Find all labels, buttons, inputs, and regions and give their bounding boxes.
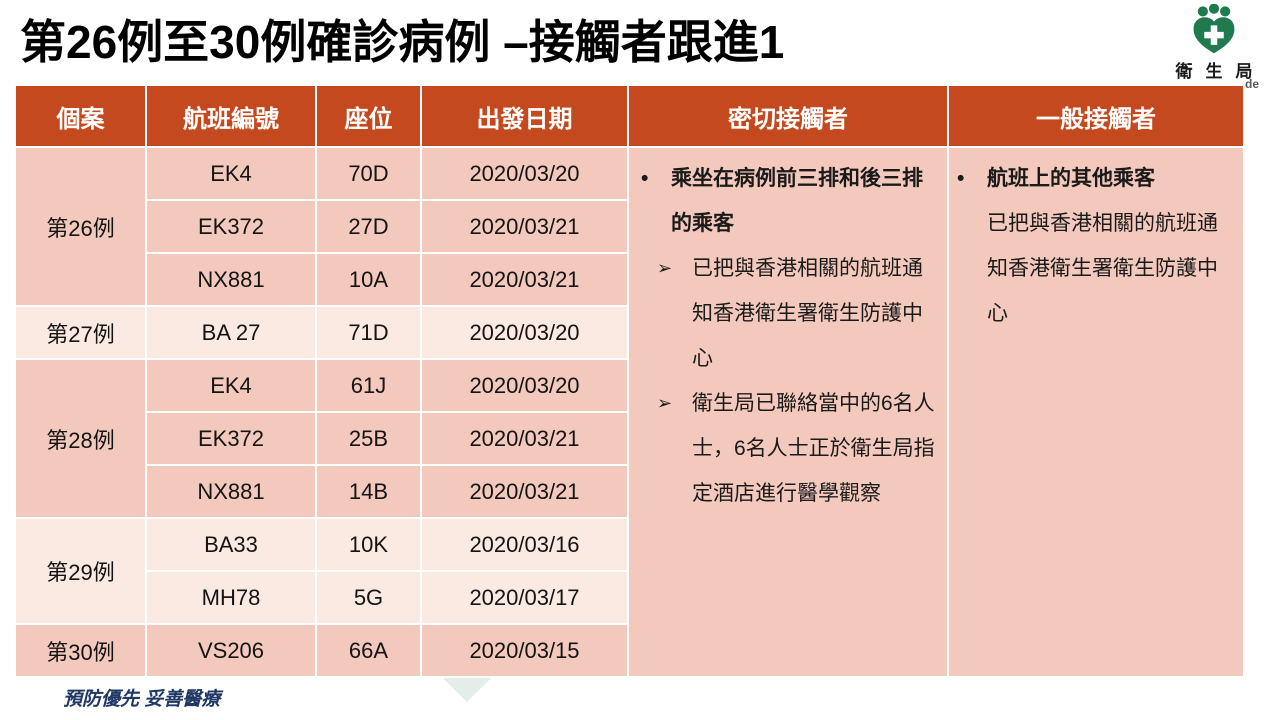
date-cell: 2020/03/21 — [420, 411, 629, 466]
health-bureau-logo: 衛生局 — [1158, 4, 1270, 82]
heart-cross-logo-icon — [1193, 4, 1235, 54]
seat-cell: 70D — [315, 146, 422, 201]
arrow-bullet-icon: ➢ — [657, 393, 673, 413]
flight-cell: EK4 — [145, 146, 317, 201]
general-contacts-bullet-item: • 航班上的其他乘客 — [949, 156, 1235, 201]
close-contacts-cell: • 乘坐在病例前三排和後三排的乘客 ➢ 已把與香港相關的航班通知香港衛生署衛生防… — [627, 146, 949, 678]
date-cell: 2020/03/20 — [420, 305, 629, 360]
date-cell: 2020/03/16 — [420, 517, 629, 572]
logo-partial-text: de — [1245, 77, 1260, 91]
flight-cell: NX881 — [145, 252, 317, 307]
case-label-cell: 第26例 — [14, 146, 147, 307]
flight-cell: BA 27 — [145, 305, 317, 360]
header-general-contacts: 一般接觸者 — [947, 84, 1245, 148]
case-label-cell: 第28例 — [14, 358, 147, 519]
date-cell: 2020/03/15 — [420, 623, 629, 678]
general-contacts-cell: • 航班上的其他乘客 已把與香港相關的航班通知香港衛生署衛生防護中心 — [947, 146, 1245, 678]
seat-cell: 10K — [315, 517, 422, 572]
table-row: 第30例 VS206 66A 2020/03/15 — [14, 623, 1244, 678]
case-label-cell: 第30例 — [14, 623, 147, 678]
case-label-cell: 第27例 — [14, 305, 147, 360]
bullet-icon: • — [957, 167, 965, 190]
date-cell: 2020/03/21 — [420, 464, 629, 519]
table-row: MH78 5G 2020/03/17 — [15, 570, 1244, 625]
date-cell: 2020/03/20 — [420, 358, 629, 413]
close-contacts-arrow-text: 已把與香港相關的航班通知香港衛生署衛生防護中心 — [692, 257, 923, 370]
flight-cell: BA33 — [145, 517, 317, 572]
table-row: 第27例 BA 27 71D 2020/03/20 — [14, 305, 1244, 360]
close-contacts-arrow-item: ➢ 衛生局已聯絡當中的6名人士，6名人士正於衛生局指定酒店進行醫學觀察 — [629, 381, 939, 516]
general-contacts-bullet-text: 航班上的其他乘客 — [987, 167, 1155, 190]
seat-cell: 25B — [315, 411, 422, 466]
arrow-bullet-icon: ➢ — [657, 258, 673, 278]
contact-tracing-table: 個案 航班編號 座位 出發日期 密切接觸者 一般接觸者 第26例 EK4 70D… — [14, 84, 1245, 678]
table-row: NX881 10A 2020/03/21 — [15, 252, 1244, 307]
seat-cell: 27D — [315, 199, 422, 254]
header-seat: 座位 — [315, 84, 422, 148]
seat-cell: 10A — [315, 252, 422, 307]
header-close-contacts: 密切接觸者 — [627, 84, 949, 148]
case-label-cell: 第29例 — [14, 517, 147, 625]
close-contacts-arrow-text: 衛生局已聯絡當中的6名人士，6名人士正於衛生局指定酒店進行醫學觀察 — [692, 392, 935, 505]
flight-cell: MH78 — [145, 570, 317, 625]
flight-cell: EK372 — [145, 199, 317, 254]
date-cell: 2020/03/17 — [420, 570, 629, 625]
page-title: 第26例至30例確診病例 –接觸者跟進1 — [20, 16, 785, 68]
date-cell: 2020/03/21 — [420, 252, 629, 307]
table-row: NX881 14B 2020/03/21 — [15, 464, 1244, 519]
table-row: 第29例 BA33 10K 2020/03/16 — [14, 517, 1244, 625]
flight-cell: NX881 — [145, 464, 317, 519]
table-row: 第26例 EK4 70D 2020/03/20 • 乘坐在病例前三排和後三排的乘… — [14, 146, 1245, 678]
close-contacts-bullet-text: 乘坐在病例前三排和後三排的乘客 — [671, 167, 923, 235]
flight-cell: EK372 — [145, 411, 317, 466]
header-date: 出發日期 — [420, 84, 629, 148]
logo-org-name: 衛生局 — [1175, 62, 1266, 81]
close-contacts-bullet-item: • 乘坐在病例前三排和後三排的乘客 — [629, 156, 939, 246]
close-contacts-arrow-item: ➢ 已把與香港相關的航班通知香港衛生署衛生防護中心 — [629, 246, 939, 381]
bullet-icon: • — [641, 167, 649, 190]
footer-slogan: 預防優先 妥善醫療 — [63, 689, 221, 710]
seat-cell: 71D — [315, 305, 422, 360]
header-case: 個案 — [14, 84, 147, 148]
table-row: EK372 25B 2020/03/21 — [15, 411, 1244, 466]
date-cell: 2020/03/20 — [420, 146, 629, 201]
table-header-row: 個案 航班編號 座位 出發日期 密切接觸者 一般接觸者 — [14, 84, 1245, 148]
date-cell: 2020/03/21 — [420, 199, 629, 254]
table-row: EK372 27D 2020/03/21 — [15, 199, 1244, 254]
table-row: 第28例 EK4 61J 2020/03/20 — [14, 358, 1244, 519]
seat-cell: 5G — [315, 570, 422, 625]
seat-cell: 14B — [315, 464, 422, 519]
seat-cell: 66A — [315, 623, 422, 678]
seat-cell: 61J — [315, 358, 422, 413]
flight-cell: EK4 — [145, 358, 317, 413]
header-flight: 航班編號 — [145, 84, 317, 148]
flight-cell: VS206 — [145, 623, 317, 678]
general-contacts-detail-text: 已把與香港相關的航班通知香港衛生署衛生防護中心 — [987, 212, 1218, 325]
